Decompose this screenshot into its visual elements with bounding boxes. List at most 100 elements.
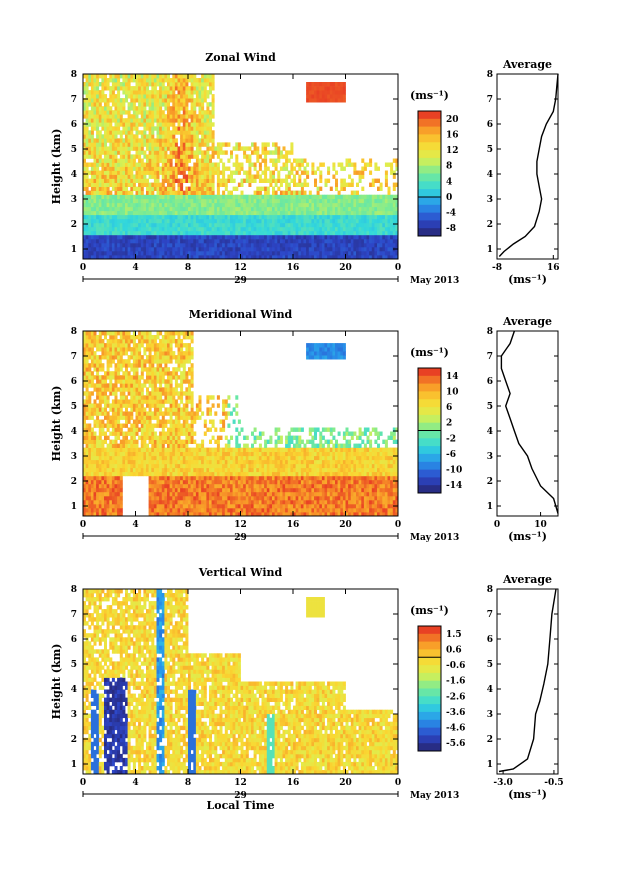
heatmap-cell [185, 178, 189, 183]
heatmap-cell [227, 210, 231, 216]
heatmap-cell [96, 499, 100, 505]
heatmap-cell [177, 122, 181, 127]
heatmap-cell [340, 218, 344, 224]
heatmap-cell [88, 142, 92, 147]
heatmap-cell [125, 150, 128, 155]
heatmap-cell [159, 230, 163, 236]
heatmap-cell [214, 166, 218, 171]
heatmap-cell [384, 226, 388, 232]
heatmap-cell [353, 238, 357, 244]
heatmap-cell [282, 154, 286, 159]
heatmap-cell [314, 230, 317, 236]
heatmap-cell [138, 110, 142, 115]
heatmap-cell [104, 138, 107, 143]
heatmap-cell [159, 403, 163, 408]
heatmap-cell [245, 154, 249, 159]
heatmap-cell [342, 198, 346, 204]
heatmap-cell [98, 467, 102, 473]
heatmap-cell [96, 214, 100, 220]
heatmap-cell [146, 387, 149, 392]
heatmap-cell [85, 102, 89, 107]
heatmap-cell [135, 214, 139, 220]
heatmap-cell [185, 202, 189, 208]
heatmap-cell [190, 154, 194, 159]
heatmap-cell [350, 242, 354, 248]
heatmap-cell [117, 142, 121, 147]
heatmap-cell [117, 343, 121, 348]
heatmap-cell [314, 202, 317, 208]
heatmap-cell [119, 234, 123, 240]
heatmap-cell [140, 339, 144, 344]
heatmap-cell [198, 126, 202, 131]
heatmap-cell [143, 210, 147, 216]
heatmap-cell [111, 335, 115, 340]
heatmap-cell [235, 170, 239, 175]
heatmap-cell [88, 114, 92, 119]
heatmap-cell [206, 158, 210, 163]
heatmap-cell [117, 351, 121, 356]
heatmap-cell [264, 194, 268, 200]
heatmap-cell [377, 251, 380, 256]
heatmap-cell [83, 411, 86, 416]
heatmap-cell [114, 467, 118, 473]
heatmap-cell [130, 455, 134, 461]
heatmap-cell [85, 194, 89, 200]
heatmap-cell [85, 331, 89, 336]
heatmap-cell [190, 90, 194, 95]
heatmap-cell [243, 238, 247, 244]
heatmap-cell [295, 218, 299, 224]
heatmap-cell [185, 198, 189, 204]
heatmap-cell [83, 138, 86, 143]
heatmap-cell [390, 251, 394, 256]
heatmap-cell [83, 435, 86, 440]
heatmap-cell [182, 246, 186, 252]
heatmap-cell [316, 90, 320, 95]
heatmap-cell [130, 114, 134, 119]
heatmap-cell [185, 238, 189, 244]
colorbar-swatch [418, 134, 441, 143]
heatmap-cell [138, 347, 142, 352]
heatmap-cell [156, 487, 160, 493]
heatmap-cell [135, 170, 139, 175]
heatmap-cell [153, 178, 157, 183]
heatmap-cell [361, 242, 365, 248]
heatmap-cell [203, 154, 207, 159]
heatmap-cell [190, 251, 194, 256]
heatmap-cell [135, 210, 139, 216]
heatmap-cell [256, 194, 260, 200]
heatmap-cell [153, 230, 157, 236]
heatmap-cell [119, 214, 123, 220]
heatmap-cell [132, 467, 136, 473]
heatmap-cell [214, 146, 218, 151]
heatmap-cell [209, 182, 212, 187]
heatmap-cell [132, 86, 136, 91]
heatmap-cell [93, 439, 97, 444]
heatmap-cell [98, 150, 102, 155]
heatmap-cell [193, 110, 197, 115]
average-y-tick-label: 2 [487, 220, 493, 230]
heatmap-cell [114, 331, 118, 336]
heatmap-cell [106, 226, 110, 232]
heatmap-cell [90, 102, 94, 107]
heatmap-cell [148, 451, 152, 457]
heatmap-cell [224, 226, 228, 232]
heatmap-cell [140, 371, 144, 376]
heatmap-cell [125, 242, 128, 248]
heatmap-cell [130, 255, 134, 260]
heatmap-cell [235, 246, 239, 252]
heatmap-cell [119, 491, 123, 497]
heatmap-cell [156, 190, 160, 195]
heatmap-cell [279, 214, 283, 220]
heatmap-cell [135, 74, 139, 79]
heatmap-cell [122, 178, 126, 183]
heatmap-cell [130, 222, 134, 228]
heatmap-cell [211, 174, 215, 179]
heatmap-cell [195, 226, 199, 232]
heatmap-cell [387, 162, 391, 167]
heatmap-cell [135, 162, 139, 167]
heatmap-cell [195, 222, 199, 228]
heatmap-cell [148, 255, 152, 260]
heatmap-cell [300, 238, 304, 244]
heatmap-cell [96, 218, 100, 224]
heatmap-cell [222, 162, 226, 167]
